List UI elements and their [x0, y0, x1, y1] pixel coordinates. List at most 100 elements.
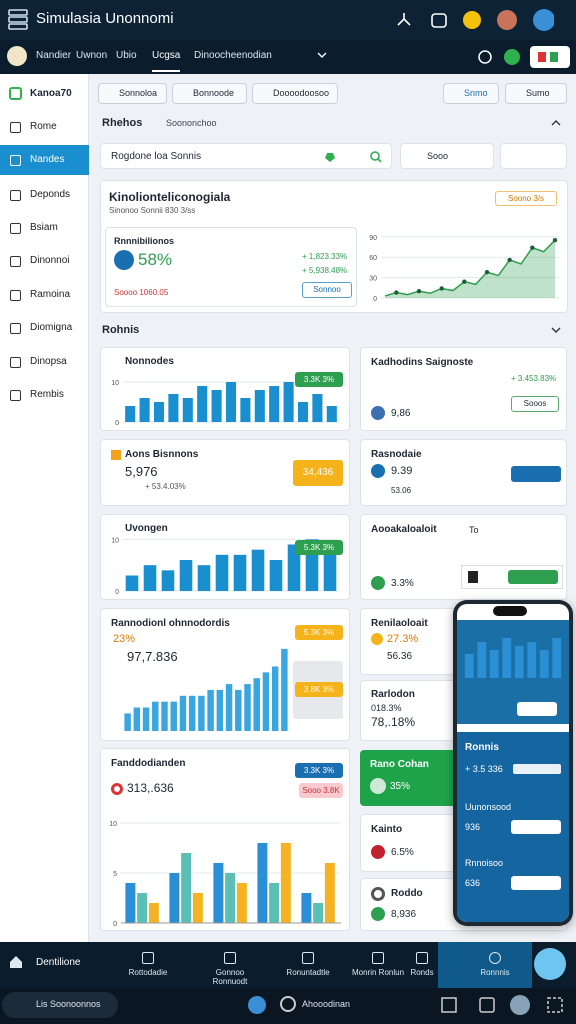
nav-item[interactable]: Ronnnis — [480, 968, 510, 977]
sidebar-item[interactable]: Bsiam — [30, 222, 58, 233]
card-badge: 3.3K 3% — [295, 763, 343, 778]
nav-item[interactable]: Ronuntadtle — [286, 968, 330, 977]
bar — [225, 382, 237, 422]
overview-title: Kinolionteliconogiala — [109, 190, 231, 204]
nav-tab[interactable]: Dinoocheenodian — [194, 50, 272, 61]
y-tick-label: 60 — [369, 255, 377, 262]
card-value: 23% — [113, 633, 136, 645]
bottom-brand[interactable]: Dentilione — [36, 957, 81, 968]
sidebar-icon — [10, 223, 21, 234]
card-sub: 56.36 — [387, 651, 413, 662]
metric-icon — [114, 250, 134, 270]
action-button[interactable]: Snmo — [443, 83, 499, 104]
card-icon — [111, 450, 121, 460]
sidebar-item[interactable]: Rome — [30, 121, 57, 132]
nav-tab[interactable]: Uwnon — [76, 50, 108, 61]
card-title: Roddo — [391, 888, 423, 899]
sidebar-item[interactable]: Ramoina — [30, 289, 71, 300]
card-icon — [111, 783, 123, 795]
bar — [198, 695, 205, 731]
expand[interactable] — [550, 325, 562, 335]
nav-icon — [372, 952, 384, 964]
chevron[interactable] — [316, 50, 328, 60]
bar — [502, 638, 512, 678]
toolbar[interactable] — [500, 143, 567, 169]
card-icon — [371, 633, 383, 645]
bar — [161, 570, 175, 591]
bar — [281, 648, 288, 731]
nav-icon — [302, 952, 314, 964]
taskbar-search[interactable]: Lis Soonoonnos — [2, 992, 118, 1018]
nav-tab[interactable]: Ubio — [116, 50, 137, 61]
phone-button[interactable] — [517, 702, 557, 716]
sidebar-title: Kanoa70 — [30, 88, 72, 99]
action-button[interactable]: Sumo — [505, 83, 567, 104]
bar — [125, 575, 139, 591]
line — [384, 239, 556, 297]
tray-icons[interactable] — [440, 994, 570, 1016]
card-button[interactable]: Sooos — [511, 396, 559, 412]
section-tab[interactable]: Soononchoo — [166, 118, 217, 128]
nav-item[interactable]: Monrin Ronlun — [351, 968, 405, 977]
card-value: 5,976 — [125, 464, 158, 479]
fab[interactable] — [534, 948, 566, 980]
nav-item[interactable]: Ronds — [410, 968, 434, 977]
filter-chip[interactable]: Sonnoloa — [98, 83, 167, 104]
card-badge: 34,436 — [293, 460, 343, 486]
sidebar-icon — [10, 290, 21, 301]
card-icon — [371, 464, 385, 478]
bar — [301, 893, 312, 923]
taskbar-icon[interactable] — [280, 996, 296, 1012]
sidebar-icon — [9, 87, 22, 100]
metric-button[interactable]: Sonnoo — [302, 282, 352, 298]
bar — [153, 402, 165, 422]
phone-button[interactable] — [511, 876, 561, 890]
sidebar-item[interactable]: Rembis — [30, 389, 64, 400]
bar — [527, 642, 537, 678]
sidebar-item[interactable]: Nandes — [0, 145, 89, 175]
sidebar-item[interactable]: Dinonnoi — [30, 255, 70, 266]
point — [416, 289, 422, 294]
nav-item[interactable]: Gonnoo Ronnuodt — [212, 968, 248, 986]
sidebar-item[interactable]: Dinopsa — [30, 356, 67, 367]
taskbar-icon[interactable] — [248, 996, 266, 1014]
bar — [216, 689, 224, 731]
nav-tab[interactable]: Ucgsa — [152, 50, 181, 72]
nav-icons[interactable] — [476, 45, 572, 69]
header-icons[interactable] — [394, 9, 554, 33]
collapse[interactable] — [550, 118, 562, 128]
home-icon[interactable] — [8, 954, 24, 970]
sidebar-item[interactable]: Deponds — [30, 189, 71, 200]
bar — [464, 654, 474, 678]
metric-label: Rnnnibilionos — [114, 236, 174, 246]
card-title: Uvongen — [125, 523, 168, 534]
y-tick-label: 30 — [369, 276, 377, 283]
card-value: 8,936 — [391, 909, 417, 920]
bar — [137, 893, 148, 923]
nav-avatar[interactable] — [7, 46, 27, 66]
nav-icon — [142, 952, 154, 964]
nav-tab[interactable]: Nandier — [36, 50, 72, 61]
select[interactable]: Sooo — [400, 143, 494, 169]
sidebar-item[interactable]: Diomigna — [30, 322, 73, 333]
search-box[interactable]: Rogdone loa Sonnis — [100, 143, 392, 169]
bar-chart — [124, 648, 288, 731]
card-icon — [371, 406, 385, 420]
bar — [182, 398, 193, 422]
bar — [181, 853, 192, 923]
card-button[interactable] — [511, 466, 561, 482]
card: Rasnodaie 9.39 53.06 — [360, 439, 567, 506]
filter-chip[interactable]: Bonnoode — [172, 83, 247, 104]
card-value: 9,86 — [391, 408, 411, 419]
metric-value: 58% — [138, 250, 173, 269]
card-title: Rannodionl ohnnodordis — [111, 618, 230, 629]
y-tick-label: 10 — [109, 821, 117, 828]
phone-button[interactable] — [511, 820, 561, 834]
nav-icon — [416, 952, 428, 964]
phone-panel: Ronnis + 3.5 336 Uunonsood 936 Rnnoisoo … — [457, 732, 569, 922]
card-value: 018.3% — [371, 703, 402, 713]
nav-item[interactable]: Rottodadie — [128, 968, 168, 977]
bar — [215, 554, 229, 591]
filter-chip[interactable]: Doooodoosoo — [252, 83, 338, 104]
